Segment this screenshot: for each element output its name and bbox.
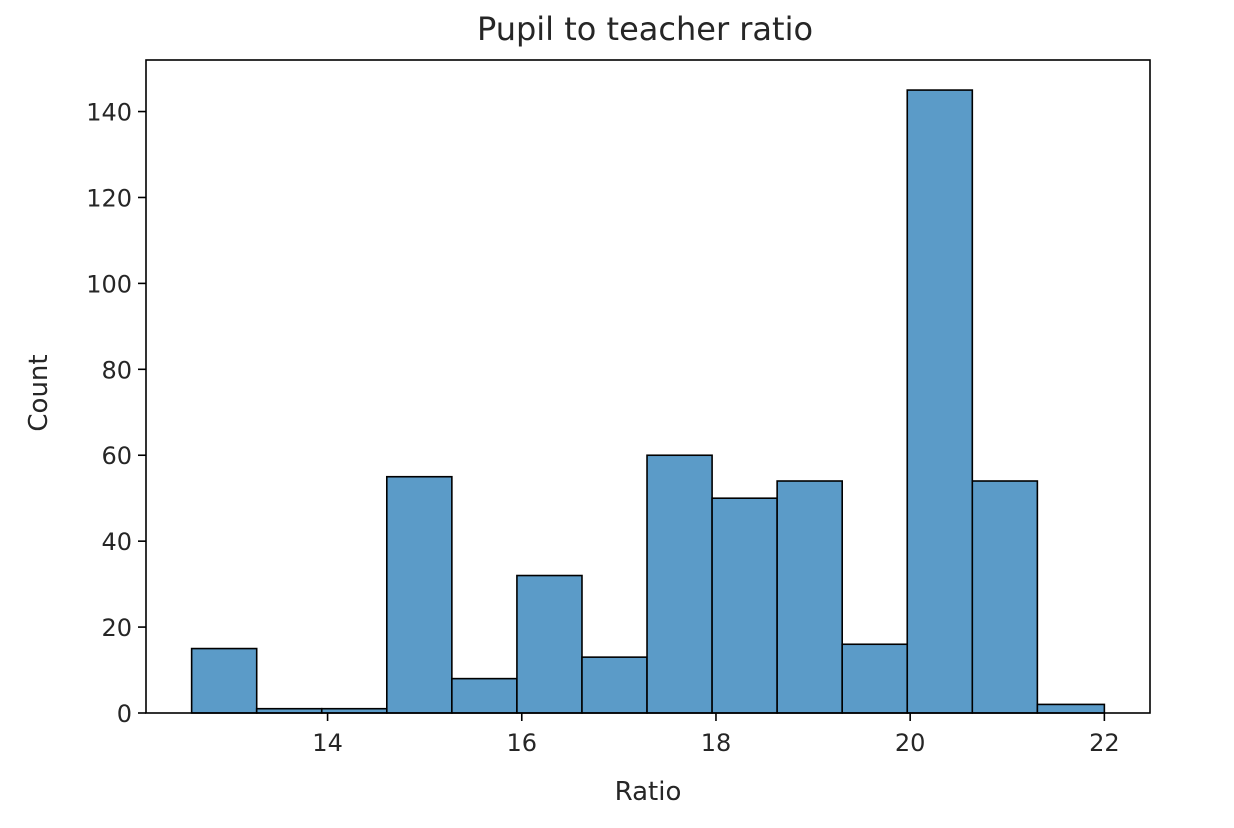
chart-title: Pupil to teacher ratio (477, 10, 813, 48)
histogram-bar-4 (451, 677, 518, 714)
y-tick-label: 0 (117, 700, 132, 728)
x-tick-label: 22 (1089, 729, 1120, 757)
x-tick-label: 16 (506, 729, 537, 757)
y-tick-label: 80 (101, 356, 132, 384)
y-axis-title: Count (24, 354, 54, 431)
x-tick-label: 18 (701, 729, 732, 757)
histogram-bar-7 (646, 454, 713, 714)
x-tick-label: 14 (312, 729, 343, 757)
x-axis: 14 16 18 20 22 (312, 713, 1120, 757)
histogram-bar-5 (516, 574, 583, 714)
bars-group (190, 89, 1106, 714)
y-tick-label: 40 (101, 528, 132, 556)
histogram-bar-13 (1036, 703, 1106, 714)
x-axis-title: Ratio (615, 777, 682, 807)
y-tick-label: 60 (101, 442, 132, 470)
x-tick-label: 20 (895, 729, 926, 757)
y-tick-label: 100 (86, 270, 132, 298)
y-tick-label: 20 (101, 614, 132, 642)
y-tick-label: 140 (86, 99, 132, 127)
histogram-bar-8 (711, 497, 778, 714)
plot-frame (145, 59, 1151, 714)
y-tick-label: 120 (86, 184, 132, 212)
histogram-bar-11 (906, 89, 974, 714)
histogram-bar-0 (190, 647, 258, 714)
histogram-bar-3 (385, 475, 453, 714)
histogram-bar-12 (971, 480, 1039, 714)
histogram-bar-10 (841, 643, 909, 714)
histogram-bar-9 (776, 480, 844, 714)
histogram-bar-6 (581, 656, 648, 714)
y-axis: 0 20 40 60 80 100 120 140 (86, 99, 146, 728)
